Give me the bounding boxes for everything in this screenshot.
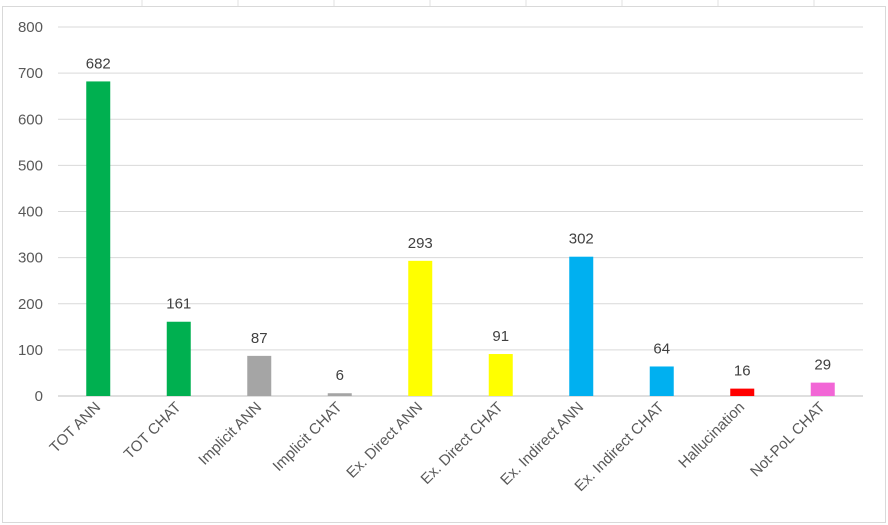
y-tick-label: 700	[18, 65, 43, 82]
bar[interactable]	[569, 256, 594, 396]
bar[interactable]	[488, 354, 513, 396]
bar[interactable]	[86, 81, 111, 397]
y-tick-label: 300	[18, 250, 43, 267]
bar[interactable]	[247, 355, 272, 396]
y-tick-label: 500	[18, 157, 43, 174]
bar[interactable]	[166, 321, 191, 396]
y-tick-label: 200	[18, 296, 43, 313]
x-tick-label: Ex. Indirect ANN	[497, 399, 587, 489]
x-tick-label: Implicit CHAT	[270, 399, 346, 475]
y-tick-label: 600	[18, 111, 43, 128]
y-tick-label: 100	[18, 342, 43, 359]
y-tick-label: 0	[35, 388, 43, 405]
x-tick-label: TOT ANN	[46, 399, 104, 457]
data-label: 302	[569, 231, 594, 248]
data-label: 29	[814, 357, 831, 374]
data-label: 87	[251, 330, 268, 347]
bar-chart: 0 100 200 300 400 500 600 700 800 682 TOT ANN 161 TO…	[18, 19, 863, 495]
data-label: 64	[653, 340, 670, 357]
data-label: 91	[492, 328, 509, 345]
data-label: 6	[336, 367, 344, 384]
y-tick-label: 800	[18, 19, 43, 36]
bar[interactable]	[408, 260, 433, 396]
bar[interactable]	[327, 393, 352, 396]
bar[interactable]	[730, 388, 755, 396]
data-label: 161	[166, 296, 191, 313]
x-tick-label: Hallucination	[675, 399, 748, 472]
data-label: 293	[408, 235, 433, 252]
bar[interactable]	[810, 382, 835, 396]
x-tick-label: Implicit ANN	[195, 399, 265, 469]
bar[interactable]	[649, 366, 674, 396]
x-tick-label: Ex. Direct CHAT	[418, 399, 507, 488]
x-tick-label: Ex. Indirect CHAT	[571, 399, 667, 495]
data-label: 682	[86, 55, 111, 72]
x-tick-label: Not-PoL CHAT	[747, 399, 829, 481]
x-tick-label: TOT CHAT	[121, 399, 185, 463]
data-label: 16	[734, 363, 751, 380]
x-tick-label: Ex. Direct ANN	[343, 399, 426, 482]
y-tick-label: 400	[18, 204, 43, 221]
chart-area[interactable]: 0 100 200 300 400 500 600 700 800 682 TOT ANN 161 TO…	[2, 6, 886, 523]
